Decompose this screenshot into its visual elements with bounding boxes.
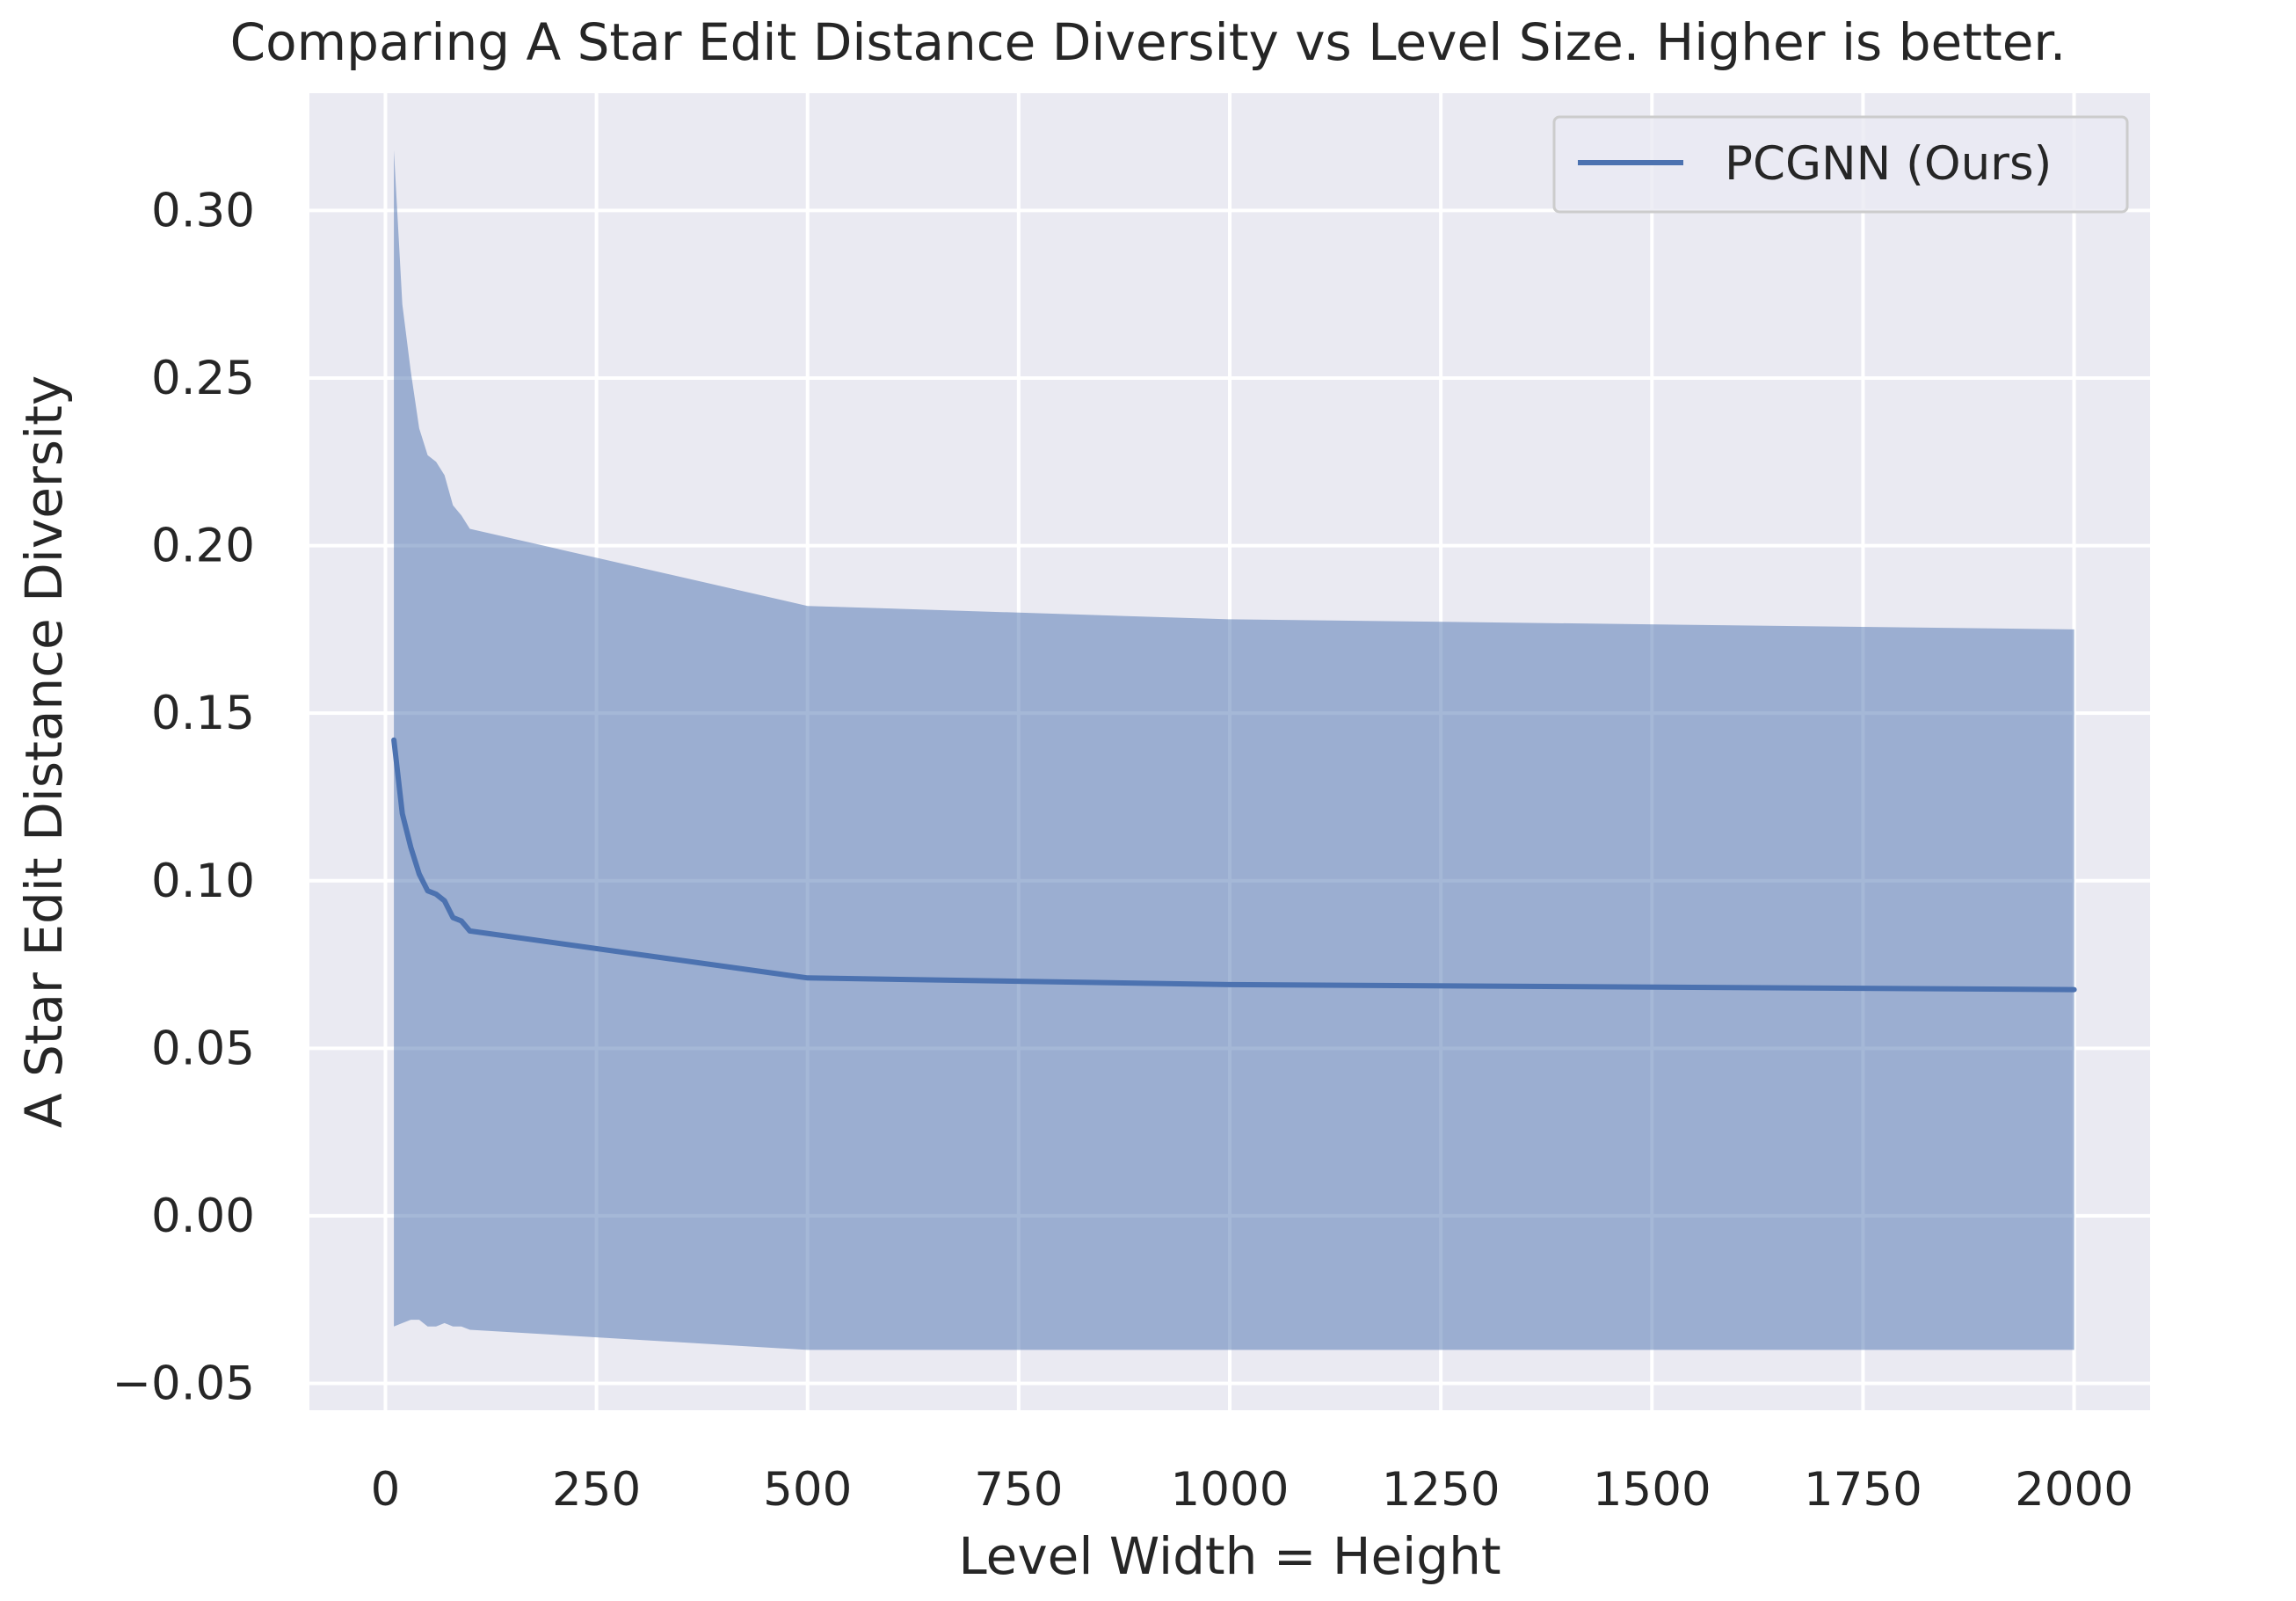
x-tick-label: 1000 — [1171, 1463, 1290, 1517]
y-tick-labels: −0.05 0.00 0.05 0.10 0.15 0.20 0.25 0.30 — [113, 184, 255, 1410]
y-tick-label: 0.05 — [151, 1022, 255, 1075]
y-tick-label: 0.25 — [151, 352, 255, 405]
confidence-band — [394, 149, 2074, 1350]
x-tick-label: 1750 — [1804, 1463, 1922, 1517]
legend: PCGNN (Ours) — [1552, 115, 2129, 214]
y-tick-label: −0.05 — [113, 1357, 255, 1411]
y-tick-label: 0.00 — [151, 1190, 255, 1243]
legend-label: PCGNN (Ours) — [1725, 137, 2052, 191]
chart-title: Comparing A Star Edit Distance Diversity… — [230, 12, 2067, 72]
x-tick-label: 2000 — [2015, 1463, 2133, 1517]
x-axis-label: Level Width = Height — [958, 1526, 1500, 1586]
x-tick-label: 1500 — [1593, 1463, 1711, 1517]
legend-box — [1552, 115, 2129, 214]
y-tick-label: 0.20 — [151, 520, 255, 573]
x-tick-label: 0 — [371, 1463, 401, 1517]
y-tick-label: 0.15 — [151, 687, 255, 740]
y-tick-label: 0.10 — [151, 855, 255, 908]
y-axis-label: A Star Edit Distance Diversity — [14, 375, 74, 1128]
x-tick-label: 250 — [552, 1463, 641, 1517]
series-line-pcgnn — [391, 737, 2077, 993]
x-tick-label: 500 — [763, 1463, 852, 1517]
x-tick-label: 750 — [974, 1463, 1063, 1517]
x-tick-label: 1250 — [1382, 1463, 1500, 1517]
y-tick-label: 0.30 — [151, 184, 255, 237]
x-tick-labels: 0 250 500 750 1000 1250 1500 1750 2000 — [371, 1463, 2133, 1517]
